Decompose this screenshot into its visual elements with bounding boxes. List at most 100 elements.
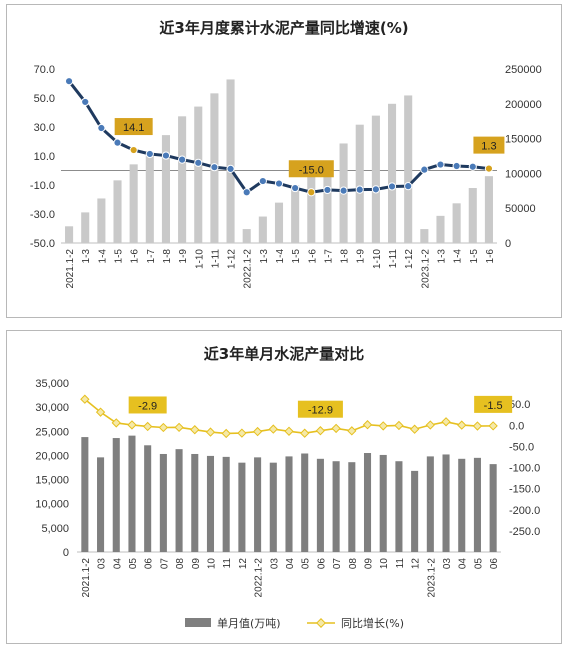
chart-title: 近3年单月水泥产量对比 [204, 345, 364, 363]
x-tick-label: 1-3 [81, 249, 92, 264]
x-tick-label: 1-3 [436, 249, 447, 264]
x-tick-label: 1-5 [469, 249, 480, 264]
growth-point [323, 185, 332, 195]
bar [301, 453, 309, 552]
y-tick-label-left: 30.0 [34, 122, 55, 134]
bar [222, 456, 230, 552]
growth-point [111, 418, 121, 428]
bar [442, 454, 450, 552]
legend-label-bar: 单月值(万吨) [217, 617, 281, 630]
x-tick-label: 09 [191, 558, 202, 570]
growth-point [300, 428, 310, 438]
bar [269, 462, 277, 552]
annotation-label: -1.5 [484, 400, 503, 412]
y-tick-label-right: -250.0 [509, 526, 540, 538]
annotation-box [128, 396, 167, 414]
x-tick-label: 05 [473, 558, 484, 570]
annotation-label: -12.9 [308, 405, 333, 417]
annotation-box [114, 118, 153, 136]
bar [348, 462, 356, 552]
x-tick-label: 1-4 [453, 249, 464, 264]
growth-point [113, 138, 122, 147]
x-tick-label: 1-8 [340, 249, 351, 264]
bar [452, 203, 461, 243]
bar [489, 464, 497, 552]
y-tick-label-left: 70.0 [34, 64, 55, 76]
bar [468, 188, 477, 243]
x-tick-label: 1-7 [146, 249, 157, 264]
y-tick-label-left: 5,000 [41, 523, 69, 535]
growth-point [488, 421, 498, 431]
x-tick-label: 2023.1-2 [426, 558, 437, 598]
bar [97, 457, 105, 552]
x-tick-label: 1-10 [372, 249, 383, 269]
x-tick-label: 1-9 [178, 249, 189, 264]
y-tick-label-left: -50.0 [30, 238, 55, 250]
bar [258, 216, 267, 243]
x-tick-label: 04 [112, 558, 123, 570]
bar [191, 453, 199, 552]
x-tick-label: 03 [442, 558, 453, 570]
bar [238, 462, 246, 552]
x-tick-label: 09 [364, 558, 375, 570]
growth-point [436, 160, 445, 169]
x-tick-label: 04 [285, 558, 296, 570]
bar [144, 445, 152, 552]
y-tick-label-right: -150.0 [509, 484, 540, 496]
growth-point [161, 151, 171, 160]
chart-title: 近3年月度累计水泥产量同比增速(%) [159, 19, 408, 37]
growth-point [404, 182, 413, 191]
growth-point [145, 149, 154, 159]
y-tick-label-left: 20,000 [35, 450, 69, 462]
y-tick-label-right: 200000 [505, 99, 542, 111]
y-tick-label-right: 150000 [505, 134, 542, 146]
bar [206, 455, 215, 552]
bar [112, 438, 120, 552]
growth-point [339, 186, 348, 195]
growth-point [452, 161, 461, 171]
x-tick-label: 2021.1-2 [81, 558, 92, 598]
growth-point [64, 77, 74, 86]
x-tick-label: 1-8 [162, 249, 173, 264]
bar [274, 202, 284, 243]
y-tick-label-left: 10,000 [35, 499, 69, 511]
x-tick-label: 06 [316, 558, 327, 570]
bar [285, 456, 293, 552]
growth-point [190, 425, 200, 435]
y-tick-label-left: -10.0 [30, 180, 55, 192]
x-tick-label: 1-7 [323, 249, 334, 264]
bar [316, 458, 324, 552]
growth-point [371, 185, 380, 194]
bar [458, 458, 466, 552]
y-tick-label-right: -50.0 [509, 441, 534, 453]
x-tick-label: 03 [97, 558, 108, 570]
growth-point [226, 164, 235, 174]
growth-point [174, 422, 184, 433]
x-tick-label: 1-3 [259, 249, 270, 264]
bar [484, 176, 493, 243]
cumulative-growth-chart: 近3年月度累计水泥产量同比增速(%) 70.0 50.0 30.0 10.0 -10.0… [30, 19, 542, 288]
growth-point [221, 428, 231, 439]
growth-point [420, 165, 429, 174]
x-tick-label: 1-6 [130, 249, 141, 264]
growth-point [291, 183, 300, 193]
growth-point [274, 179, 284, 188]
bar [332, 461, 340, 552]
bar [178, 116, 187, 243]
annotation-box [288, 160, 334, 178]
bar [436, 215, 445, 243]
legend-swatch-bar [185, 618, 211, 627]
chart-panel-cumulative: 近3年月度累计水泥产量同比增速(%) 70.0 50.0 30.0 10.0 -10.0… [6, 4, 562, 318]
y-tick-label-left: 35,000 [35, 378, 69, 390]
x-tick-label: 1-12 [227, 249, 238, 269]
growth-point [484, 164, 494, 173]
bar [129, 164, 138, 243]
y-tick-label-left: 15,000 [35, 475, 69, 487]
annotation-box [297, 400, 343, 418]
growth-point [378, 421, 388, 431]
growth-point [468, 162, 477, 171]
x-tick-label: 11 [395, 558, 406, 569]
x-tick-label: 05 [128, 558, 139, 570]
legend-swatch-marker [316, 618, 326, 628]
growth-point [81, 97, 90, 107]
